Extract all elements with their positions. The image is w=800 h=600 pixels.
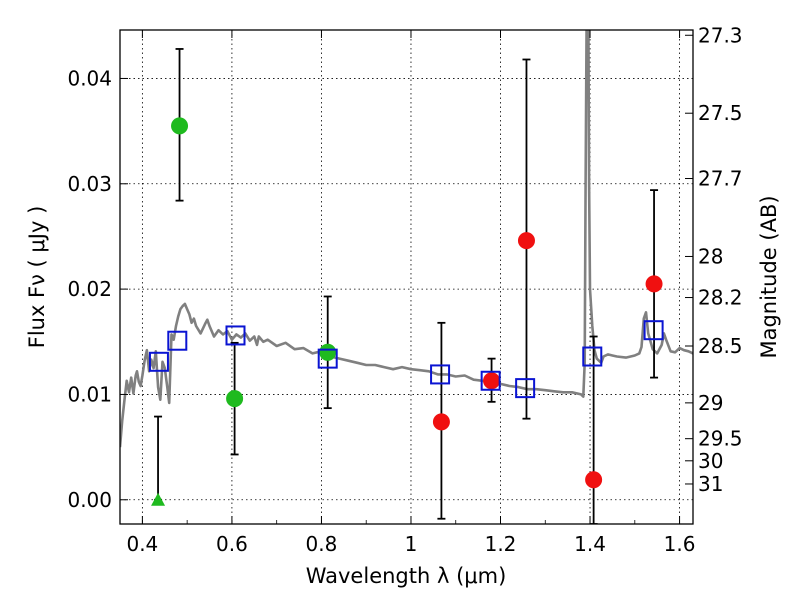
model-photometry-point: [515, 378, 536, 399]
model-photometry-point: [225, 325, 246, 346]
model-photometry-point: [317, 348, 338, 369]
x-tick-label: 0.8: [306, 532, 338, 556]
y-tick-label: 0.03: [67, 172, 112, 196]
red-detections-point: [517, 232, 535, 250]
x-tick-label: 1: [405, 532, 418, 556]
model-photometry-point: [430, 364, 451, 385]
markers: [148, 117, 664, 506]
red-detections-point: [585, 471, 603, 489]
right-tick-label: 31: [698, 472, 723, 496]
plot-frame: [119, 29, 694, 525]
model-sed-layer: [120, 30, 693, 448]
red-detections-point: [432, 413, 450, 431]
x-tick-label: 0.6: [216, 532, 248, 556]
right-axis-label: Magnitude (AB): [757, 195, 781, 358]
y-tick-label: 0.00: [67, 488, 112, 512]
y-tick-label: 0.04: [67, 66, 112, 90]
model-photometry-point: [643, 320, 664, 341]
error-bars: [154, 48, 659, 524]
plot-area: [120, 30, 693, 524]
model-sed-line: [120, 30, 693, 448]
model-photometry-point: [148, 351, 169, 372]
x-tick-label: 1.6: [664, 532, 696, 556]
tick-labels: 0.4 0.6 0.8 1 1.2 1.4 1.6 0.00 0.01 0.02 0.03 0.04 2…: [67, 23, 742, 556]
y-axis-label: Flux Fν ( μJy ): [25, 206, 49, 349]
grid-lines: [120, 30, 693, 524]
x-tick-label: 1.2: [485, 532, 517, 556]
right-tick-label: 27.3: [698, 23, 743, 47]
red-detections-point: [483, 372, 501, 390]
x-axis-label: Wavelength λ (μm): [306, 564, 507, 588]
green-detections-point: [171, 117, 189, 135]
model-photometry-point: [167, 330, 188, 351]
right-tick-label: 29: [698, 391, 723, 415]
green-detections-point: [226, 390, 244, 408]
right-tick-label: 28.5: [698, 334, 743, 358]
y-tick-label: 0.02: [67, 277, 112, 301]
right-tick-label: 30: [698, 449, 723, 473]
axis-ticks: [120, 30, 693, 524]
y-tick-label: 0.01: [67, 382, 112, 406]
green-upper-limit-point: [151, 492, 166, 506]
model-photometry-point: [582, 346, 603, 367]
x-tick-label: 0.4: [126, 532, 158, 556]
right-tick-label: 29.5: [698, 427, 743, 451]
green-detections-point: [319, 343, 337, 361]
x-tick-label: 1.4: [574, 532, 606, 556]
right-tick-label: 28.2: [698, 286, 743, 310]
right-tick-label: 27.7: [698, 167, 743, 191]
right-tick-label: 27.5: [698, 101, 743, 125]
red-detections-point: [645, 275, 663, 293]
right-tick-label: 28: [698, 244, 723, 268]
model-photometry-point: [480, 370, 501, 391]
